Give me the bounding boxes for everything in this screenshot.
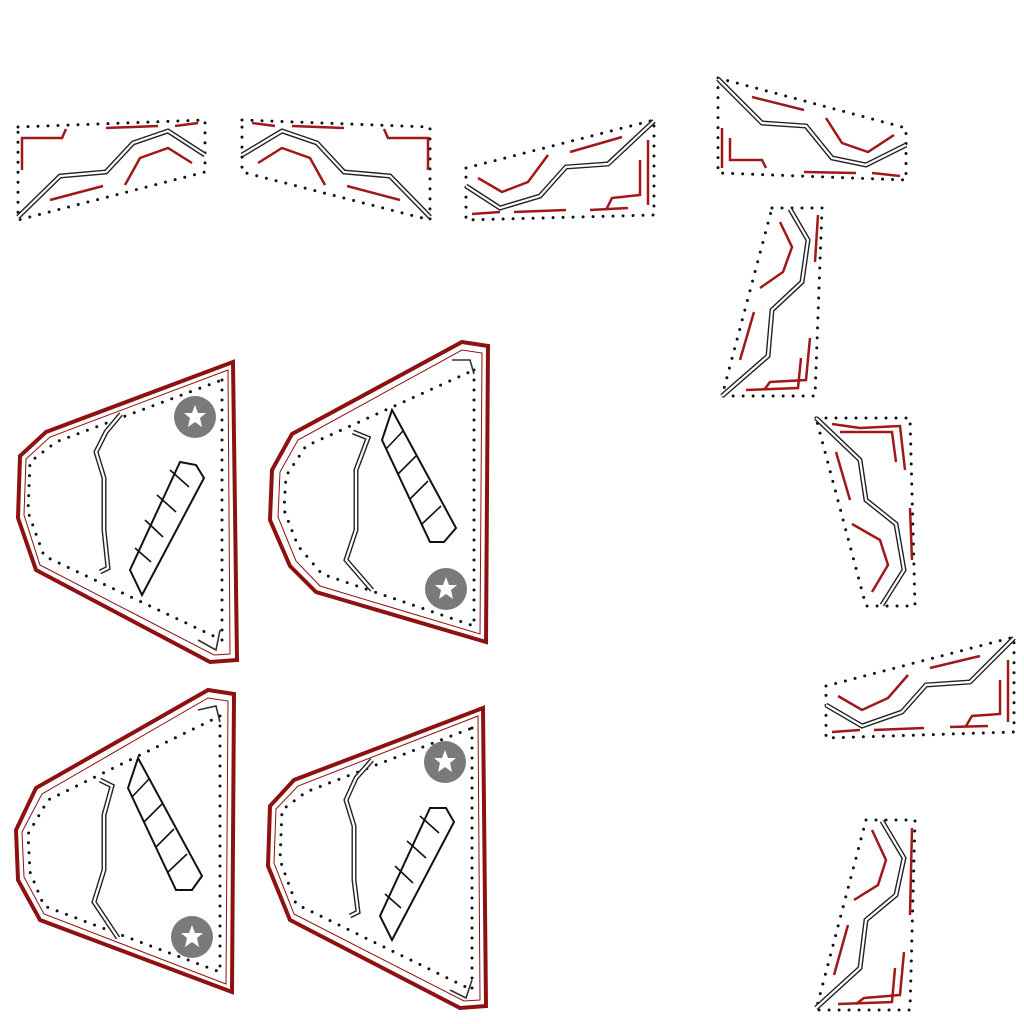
rail-icon <box>240 128 432 219</box>
shield-panel-1 <box>15 359 240 665</box>
rail-icon <box>343 429 374 592</box>
star-badge-icon <box>424 741 466 783</box>
ladder-icon <box>380 407 458 543</box>
rail-icon <box>16 128 207 219</box>
ladder-icon <box>128 460 206 598</box>
rail-icon <box>814 819 907 1010</box>
rail-icon <box>343 758 374 919</box>
track-tile-5 <box>720 206 824 398</box>
track-tile-2 <box>240 118 432 222</box>
rail-icon <box>464 119 656 211</box>
rail-icon <box>824 636 1016 729</box>
star-badge-icon <box>174 396 216 438</box>
rail-icon <box>716 77 908 168</box>
star-badge-icon <box>171 916 213 958</box>
shield-panel-4 <box>265 705 489 1011</box>
track-tile-7 <box>824 635 1016 740</box>
ladder-icon <box>126 755 204 891</box>
rail-icon <box>720 207 811 398</box>
shield-panel-3 <box>13 687 237 995</box>
track-tile-8 <box>814 818 917 1012</box>
rail-icon <box>814 416 907 607</box>
star-badge-icon <box>425 568 467 610</box>
rail-icon <box>93 412 123 575</box>
track-tile-6 <box>814 416 917 608</box>
shield-panel-2 <box>267 339 491 645</box>
track-tile-4 <box>716 76 908 182</box>
ladder-icon <box>378 807 456 943</box>
track-tile-1 <box>16 118 207 222</box>
rail-icon <box>91 777 121 940</box>
track-tile-3 <box>464 118 656 222</box>
